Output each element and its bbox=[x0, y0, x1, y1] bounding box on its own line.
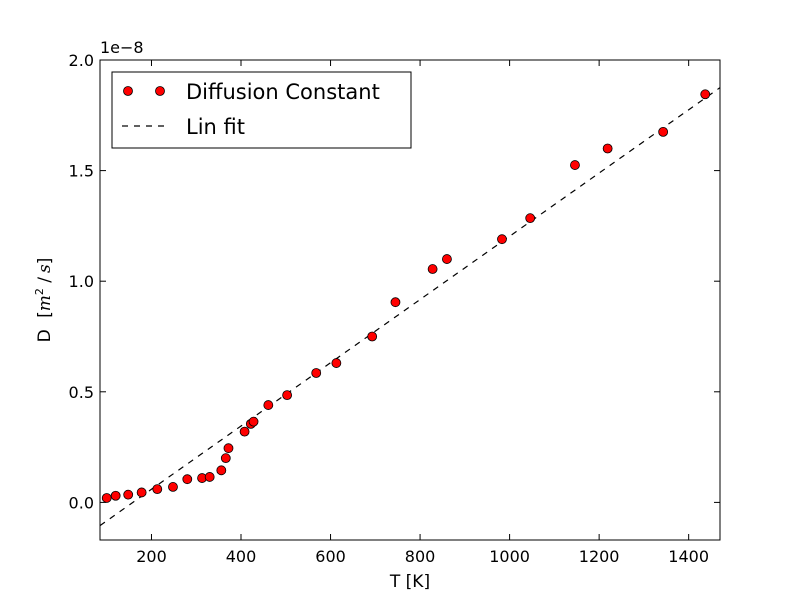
y-tick-label: 0.5 bbox=[69, 383, 94, 402]
data-points-layer bbox=[101, 89, 711, 503]
x-tick-label: 600 bbox=[315, 547, 346, 566]
y-tick-label: 0.0 bbox=[69, 493, 94, 512]
data-point bbox=[570, 160, 580, 170]
data-point bbox=[182, 474, 193, 485]
legend-marker-diffusion-2 bbox=[155, 86, 165, 96]
y-tick-label: 2.0 bbox=[69, 51, 94, 70]
data-point bbox=[367, 331, 378, 342]
x-axis-label: T [K] bbox=[389, 572, 430, 592]
legend-box bbox=[111, 71, 412, 149]
axis-ticks-layer: 200 400 600 800 1000 1200 1400 0.0 0.5 1.0 1.5 2.0 bbox=[69, 51, 720, 566]
x-tick-label: 1200 bbox=[579, 547, 620, 566]
data-point bbox=[216, 465, 227, 476]
x-tick-label: 400 bbox=[226, 547, 257, 566]
data-point bbox=[136, 487, 147, 498]
data-point bbox=[168, 482, 178, 492]
data-point bbox=[239, 426, 250, 437]
data-point bbox=[497, 234, 507, 245]
data-point bbox=[602, 143, 613, 154]
y-axis-label: D [m2 /s] bbox=[33, 258, 55, 343]
x-tick-label: 1000 bbox=[489, 547, 530, 566]
data-point bbox=[223, 443, 234, 454]
data-point bbox=[248, 416, 259, 427]
data-point bbox=[152, 484, 163, 495]
legend-label-diffusion: Diffusion Constant bbox=[186, 80, 380, 104]
data-point bbox=[311, 368, 322, 378]
y-tick-label: 1.5 bbox=[69, 162, 94, 181]
data-point bbox=[123, 489, 134, 500]
data-point bbox=[110, 490, 121, 501]
x-tick-label: 200 bbox=[136, 547, 167, 566]
data-point bbox=[525, 213, 536, 224]
legend: Diffusion Constant Lin fit bbox=[111, 71, 412, 149]
x-tick-label: 800 bbox=[405, 547, 436, 566]
data-point bbox=[390, 297, 401, 308]
y-tick-label: 1.0 bbox=[69, 272, 94, 291]
y-offset-label: 1e−8 bbox=[100, 38, 144, 57]
x-tick-label: 1400 bbox=[668, 547, 709, 566]
data-point bbox=[427, 264, 438, 274]
data-point bbox=[204, 472, 215, 482]
data-point bbox=[658, 126, 669, 137]
data-point bbox=[331, 358, 342, 368]
data-point bbox=[220, 453, 231, 464]
data-point bbox=[700, 89, 711, 100]
legend-label-linfit: Lin fit bbox=[186, 115, 245, 139]
data-point bbox=[263, 400, 274, 410]
data-point bbox=[101, 493, 112, 503]
data-point bbox=[282, 390, 293, 401]
data-point bbox=[442, 254, 452, 264]
legend-marker-diffusion bbox=[123, 86, 133, 96]
